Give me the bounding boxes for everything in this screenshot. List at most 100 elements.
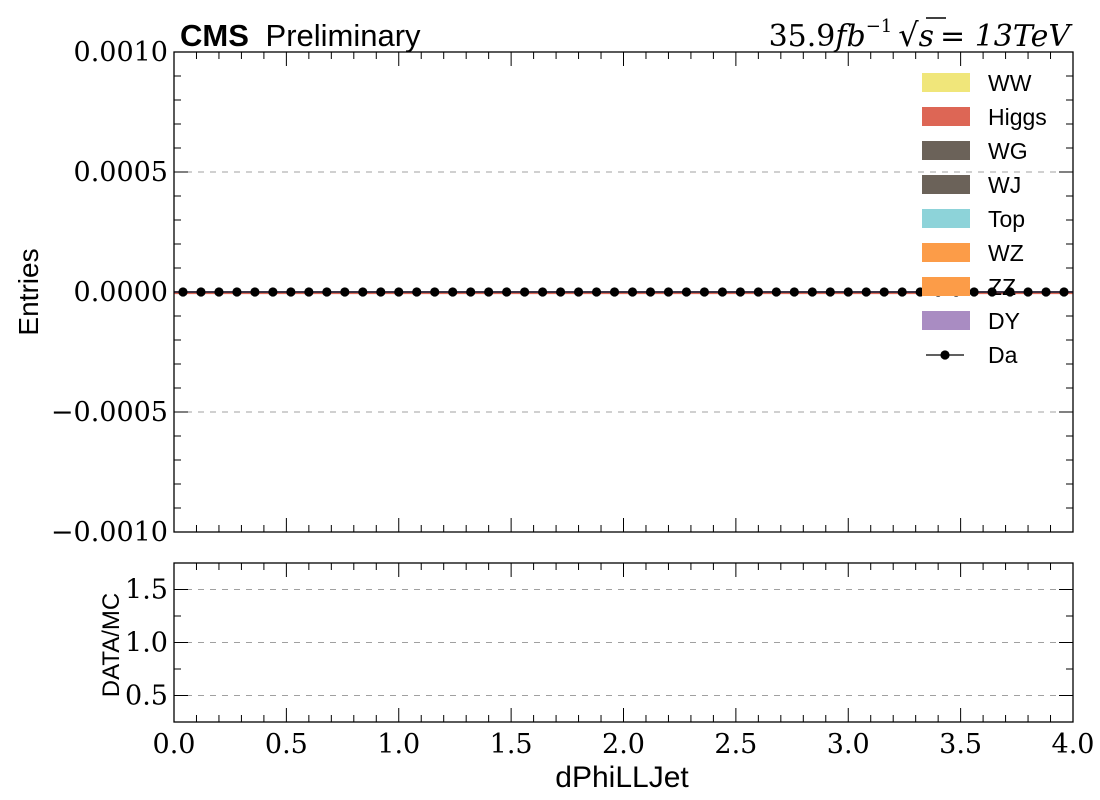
data-point <box>555 287 566 297</box>
data-point <box>340 287 350 297</box>
data-point <box>879 287 889 297</box>
y-tick-label: 0.0000 <box>74 277 168 308</box>
data-point <box>843 287 853 297</box>
data-point <box>789 287 799 297</box>
data-point <box>627 287 638 297</box>
x-axis-label: dPhiLLJet <box>555 761 689 794</box>
data-point <box>448 287 458 297</box>
data-point <box>591 287 602 297</box>
data-point <box>376 287 386 297</box>
lumi-unit: fb <box>833 19 865 54</box>
data-point <box>717 287 727 297</box>
data-point <box>1023 287 1033 297</box>
data-point <box>537 287 548 297</box>
data-point <box>358 287 368 297</box>
legend-label: WG <box>988 138 1028 164</box>
data-point <box>322 287 332 297</box>
legend-swatch <box>922 73 970 92</box>
main-y-axis-label: Entries <box>13 248 44 335</box>
x-tick-label: 1.5 <box>490 729 533 760</box>
data-point <box>1041 287 1051 297</box>
x-tick-label: 4.0 <box>1052 729 1095 760</box>
legend-swatch <box>922 243 970 262</box>
data-point <box>286 287 296 297</box>
x-tick-label: 3.5 <box>939 729 982 760</box>
ratio-y-ticks: 0.5 1.0 1.5 <box>125 562 1073 723</box>
legend-swatch-point <box>940 350 950 360</box>
y-tick-label: 0.0005 <box>74 157 168 188</box>
sqrt-symbol: √ <box>898 16 919 54</box>
legend-label: ZZ <box>988 274 1016 300</box>
y-tick-label: 0.0010 <box>74 37 168 68</box>
ratio-y-tick-label: 1.0 <box>125 628 168 659</box>
data-point <box>430 287 440 297</box>
legend-swatch <box>922 175 970 194</box>
data-point <box>681 287 692 297</box>
legend-swatch <box>922 209 970 228</box>
sqrt-s-label: s <box>919 19 934 54</box>
data-point <box>771 287 781 297</box>
data-point <box>484 287 494 297</box>
legend-swatch <box>922 311 970 330</box>
data-point <box>250 287 260 297</box>
x-tick-label: 3.0 <box>827 729 870 760</box>
data-point <box>735 287 745 297</box>
data-point <box>196 287 206 297</box>
data-point <box>466 287 476 297</box>
data-point <box>304 287 314 297</box>
energy-label: = 13TeV <box>940 19 1073 54</box>
legend-label: DY <box>988 308 1020 334</box>
legend-label: WJ <box>988 172 1021 198</box>
data-point <box>987 287 997 297</box>
legend-label: Higgs <box>988 104 1047 130</box>
data-point <box>573 287 584 297</box>
data-point <box>268 287 278 297</box>
data-point <box>520 287 530 297</box>
data-points <box>174 287 1073 297</box>
data-point <box>394 287 404 297</box>
legend-label: WZ <box>988 240 1024 266</box>
x-tick-label: 0.0 <box>153 729 196 760</box>
ratio-y-tick-label: 1.5 <box>125 575 168 606</box>
main-x-ticks <box>173 52 1074 532</box>
y-tick-label: −0.0010 <box>51 517 168 548</box>
data-point <box>969 287 979 297</box>
lumi-exponent: −1 <box>866 16 893 37</box>
data-point <box>897 287 907 297</box>
data-point <box>214 287 224 297</box>
ratio-y-axis-label: DATA/MC <box>98 593 125 697</box>
x-tick-label: 2.0 <box>602 729 645 760</box>
legend-swatch <box>922 107 970 126</box>
data-point <box>753 287 763 297</box>
data-point <box>412 287 422 297</box>
data-point <box>807 287 817 297</box>
legend-label: Da <box>988 342 1018 368</box>
x-tick-label: 2.5 <box>714 729 757 760</box>
svg-text:35.9fb−1√s= 13TeV: 35.9fb−1 √s = 13TeV <box>769 16 1074 54</box>
y-tick-label: −0.0005 <box>51 397 168 428</box>
data-point <box>663 287 674 297</box>
lumi-value: 35.9 <box>769 19 836 54</box>
data-point <box>825 287 835 297</box>
ratio-y-tick-label: 0.5 <box>125 681 168 712</box>
legend-label: WW <box>988 70 1032 96</box>
x-tick-label: 1.0 <box>377 729 420 760</box>
data-point <box>861 287 871 297</box>
legend: WW Higgs WG WJ Top WZ ZZ DY Da <box>922 70 1047 368</box>
luminosity-label: 35.9fb−1 √s = 13TeV <box>769 16 1074 54</box>
data-point <box>645 287 656 297</box>
experiment-name: CMS <box>180 18 249 53</box>
main-y-ticks: −0.0010 −0.0005 0.0000 0.0005 0.0010 <box>51 37 1073 548</box>
data-point <box>699 287 710 297</box>
data-point <box>502 287 512 297</box>
data-point <box>1005 287 1015 297</box>
experiment-status: Preliminary <box>266 18 422 53</box>
legend-label: Top <box>988 206 1025 232</box>
ratio-x-ticks: 0.0 0.5 1.0 1.5 2.0 2.5 3.0 3.5 4.0 <box>153 563 1095 760</box>
data-point <box>232 287 242 297</box>
experiment-header: CMS Preliminary <box>180 18 421 53</box>
legend-swatch <box>922 141 970 160</box>
data-point <box>609 287 620 297</box>
ratio-panel-grid <box>174 589 1073 696</box>
